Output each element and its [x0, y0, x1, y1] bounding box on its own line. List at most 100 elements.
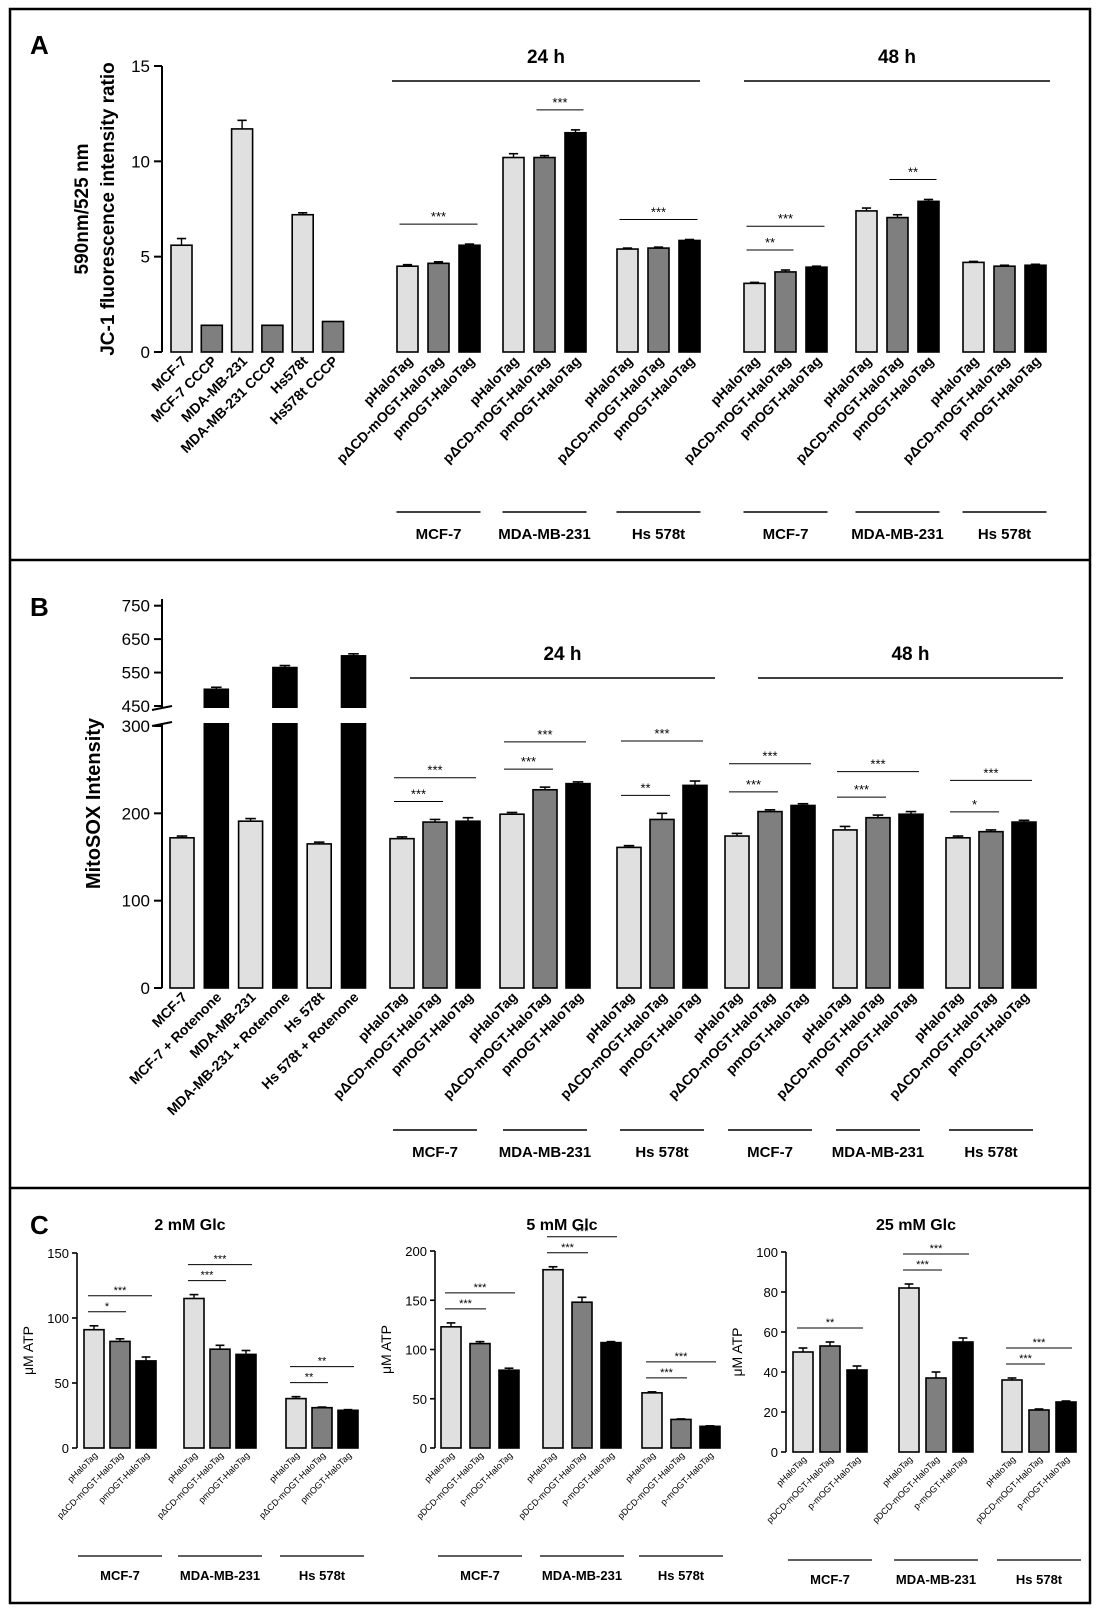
bar — [532, 788, 558, 989]
bar — [743, 282, 766, 353]
bar — [1001, 1379, 1023, 1453]
group-label: MCF-7 — [747, 1144, 793, 1161]
significance-marker: ** — [318, 1356, 327, 1368]
y-tick-label: 40 — [764, 1365, 778, 1380]
group-label: Hs 578t — [635, 1144, 688, 1161]
y-axis-label: μM ATP — [729, 1327, 745, 1376]
significance-marker: ** — [640, 780, 650, 795]
significance-marker: *** — [431, 209, 446, 224]
bar — [455, 820, 481, 989]
group-label: MDA-MB-231 — [851, 526, 944, 543]
significance-marker: *** — [930, 1243, 944, 1255]
bar — [565, 782, 591, 989]
y-tick-label: 15 — [131, 57, 150, 76]
bar — [757, 810, 783, 989]
significance-marker: ** — [908, 164, 918, 179]
significance-marker: *** — [870, 757, 885, 772]
bar — [306, 843, 333, 989]
group-label: MDA-MB-231 — [498, 526, 591, 543]
chart-title: 5 mM Glc — [526, 1217, 597, 1234]
bar — [945, 836, 971, 989]
significance-marker: *** — [1019, 1353, 1033, 1365]
figure-frame — [8, 7, 1092, 1605]
x-tick-label: p-mOGT-HaloTag — [658, 1450, 715, 1507]
bar — [203, 688, 230, 989]
y-axis-label: μM ATP — [20, 1326, 36, 1375]
bar — [898, 813, 924, 989]
bar — [641, 1392, 663, 1449]
bar — [647, 247, 670, 353]
axis-break-mark — [151, 721, 173, 727]
bar — [311, 1406, 333, 1449]
bar — [724, 835, 750, 989]
panel-letter: C — [30, 1210, 49, 1240]
bar — [1028, 1409, 1050, 1453]
y-tick-label: 50 — [55, 1376, 69, 1391]
chart-title: 25 mM Glc — [876, 1217, 956, 1234]
bar — [699, 1425, 721, 1449]
x-tick-label: p-mOGT-HaloTag — [457, 1450, 514, 1507]
bar — [774, 271, 797, 353]
significance-marker: *** — [214, 1254, 228, 1266]
y-tick-label: 50 — [413, 1392, 427, 1407]
bar — [321, 320, 345, 353]
bar — [235, 1353, 257, 1449]
y-tick-label: 0 — [141, 343, 150, 362]
time-label: 24 h — [543, 644, 581, 665]
y-tick-label: 0 — [62, 1441, 69, 1456]
y-tick-label: 0 — [141, 979, 150, 998]
significance-marker: *** — [521, 754, 536, 769]
significance-marker: *** — [552, 95, 567, 110]
significance-marker: ** — [305, 1372, 314, 1384]
significance-marker: * — [105, 1301, 110, 1313]
y-tick-label: 200 — [122, 804, 150, 823]
group-label: Hs 578t — [299, 1568, 346, 1583]
bar — [917, 200, 940, 353]
significance-marker: *** — [854, 782, 869, 797]
significance-marker: *** — [746, 777, 761, 792]
group-label: MDA-MB-231 — [896, 1572, 976, 1587]
bar — [855, 210, 878, 353]
bar — [135, 1360, 157, 1449]
bar — [682, 784, 708, 989]
significance-marker: *** — [762, 749, 777, 764]
significance-marker: *** — [201, 1270, 215, 1282]
bar — [616, 846, 642, 989]
bar — [564, 131, 587, 353]
y-tick-label: 100 — [756, 1245, 778, 1260]
bar — [865, 816, 891, 989]
bar — [670, 1418, 692, 1449]
significance-marker: *** — [459, 1298, 473, 1310]
y-tick-label: 20 — [764, 1405, 778, 1420]
bar — [498, 1369, 520, 1449]
significance-marker: ** — [765, 235, 775, 250]
significance-marker: *** — [778, 211, 793, 226]
y-tick-label: 60 — [764, 1325, 778, 1340]
bar — [993, 265, 1016, 353]
y-tick-label: 150 — [47, 1246, 69, 1261]
y-axis-label: 590nm/525 nm — [72, 144, 93, 275]
bar — [237, 820, 264, 989]
y-axis-label: MitoSOX Intensity — [83, 717, 105, 889]
group-label: MDA-MB-231 — [180, 1568, 260, 1583]
group-label: MDA-MB-231 — [832, 1144, 925, 1161]
significance-marker: *** — [916, 1259, 930, 1271]
bar — [832, 829, 858, 989]
y-tick-label: 100 — [47, 1311, 69, 1326]
bar — [649, 818, 675, 989]
bar — [1055, 1401, 1077, 1453]
group-label: Hs 578t — [978, 526, 1031, 543]
axis-break-mark — [151, 705, 173, 711]
y-tick-label: 5 — [141, 248, 150, 267]
x-tick-label: p-mOGT-HaloTag — [559, 1450, 616, 1507]
y-tick-label: 450 — [122, 697, 150, 716]
bar — [261, 324, 284, 353]
y-tick-label: 750 — [122, 597, 150, 616]
bar — [542, 1268, 564, 1449]
bar — [109, 1340, 131, 1449]
group-label: MCF-7 — [100, 1568, 140, 1583]
significance-marker: ** — [826, 1317, 835, 1329]
group-label: Hs 578t — [964, 1144, 1017, 1161]
